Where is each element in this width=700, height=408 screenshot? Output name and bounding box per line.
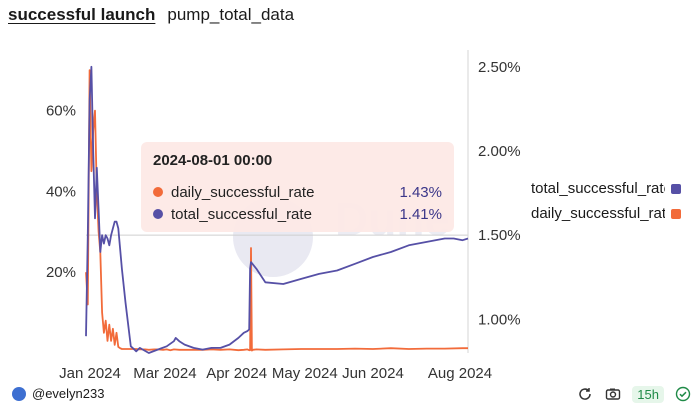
tooltip-value-total: 1.41% [399,205,442,223]
line-chart: Dune20%40%60%1.00%1.50%2.00%2.50%Jan 202… [46,50,521,382]
legend-swatch-daily [671,208,681,219]
x-tick-label: Jun 2024 [342,365,404,382]
username: @evelyn233 [32,386,105,401]
tab-successful-launch[interactable]: successful launch [8,5,156,24]
footer: @evelyn233 15h [0,384,700,408]
y-left-tick-label: 40% [46,183,76,200]
x-tick-label: Apr 2024 [206,365,267,382]
legend-item-total[interactable]: total_successful_rate [531,176,683,201]
legend-label-daily: daily_successful_rate [531,205,665,222]
camera-icon[interactable] [604,385,622,403]
legend-label-total: total_successful_rate [531,180,665,197]
tooltip-row-daily: daily_successful_rate 1.43% [153,181,442,203]
refresh-icon[interactable] [576,385,594,403]
tab-bar: successful launch pump_total_data [8,4,294,26]
tooltip-label-total: total_successful_rate [171,205,312,223]
tab-pump-total-data[interactable]: pump_total_data [167,5,295,24]
check-circle-icon [674,385,692,403]
chart-tooltip: 2024-08-01 00:00 daily_successful_rate 1… [141,142,454,232]
footer-actions: 15h [576,385,692,403]
x-tick-label: Aug 2024 [428,365,492,382]
y-right-tick-label: 2.50% [478,59,521,76]
refresh-age-badge: 15h [632,385,664,403]
series-line-daily-successful-rate [85,69,468,352]
tooltip-value-daily: 1.43% [399,183,442,201]
y-right-tick-label: 2.00% [478,143,521,160]
y-right-tick-label: 1.50% [478,227,521,244]
tooltip-title: 2024-08-01 00:00 [153,152,273,169]
y-left-tick-label: 60% [46,103,76,120]
x-tick-label: May 2024 [272,365,338,382]
chart-legend: total_successful_rate daily_successful_r… [531,176,683,226]
avatar [12,386,26,401]
tooltip-row-total: total_successful_rate 1.41% [153,203,442,225]
legend-swatch-total [671,183,681,194]
y-right-tick-label: 1.00% [478,311,521,328]
x-tick-label: Mar 2024 [133,365,196,382]
y-left-tick-label: 20% [46,264,76,281]
tooltip-dot-total [153,209,163,219]
tooltip-label-daily: daily_successful_rate [171,183,315,201]
author[interactable]: @evelyn233 [12,386,104,401]
legend-item-daily[interactable]: daily_successful_rate [531,201,683,226]
x-tick-label: Jan 2024 [59,365,121,382]
tooltip-dot-daily [153,187,163,197]
series-line-total-successful-rate [85,65,469,354]
